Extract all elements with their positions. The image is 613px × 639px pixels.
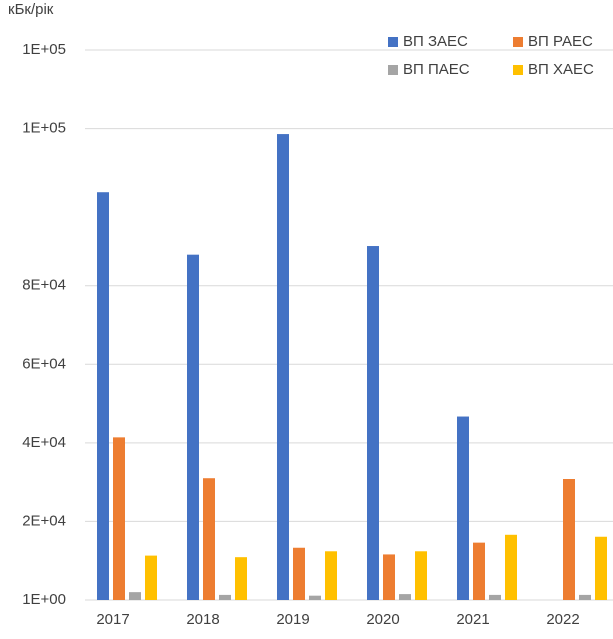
legend-label: ВП ХАЕС <box>528 61 594 78</box>
y-axis-unit: кБк/рік <box>8 1 54 18</box>
x-tick-label: 2019 <box>276 611 309 628</box>
bar <box>383 554 395 600</box>
bar <box>457 416 469 600</box>
bar <box>113 437 125 600</box>
bar <box>399 594 411 600</box>
bar <box>309 595 321 600</box>
legend-label: ВП ЗАЕС <box>403 33 468 50</box>
legend-label: ВП ПАЕС <box>403 61 470 78</box>
bar <box>563 479 575 600</box>
bar <box>367 246 379 601</box>
y-tick-label: 2E+04 <box>22 512 66 529</box>
x-tick-label: 2020 <box>366 611 399 628</box>
bar <box>97 192 109 600</box>
bar <box>415 551 427 600</box>
y-tick-label: 8E+04 <box>22 277 66 294</box>
y-tick-label: 6E+04 <box>22 355 66 372</box>
bar <box>187 254 199 600</box>
legend-swatch <box>388 65 398 75</box>
legend-label: ВП РАЕС <box>528 33 593 50</box>
bar <box>579 594 591 600</box>
legend-swatch <box>388 37 398 47</box>
bar <box>235 557 247 600</box>
bar <box>325 551 337 600</box>
bar <box>277 134 289 601</box>
y-tick-label: 1E+05 <box>22 41 66 58</box>
bar <box>595 536 607 600</box>
x-tick-label: 2018 <box>186 611 219 628</box>
bar <box>203 478 215 600</box>
bar <box>473 542 485 600</box>
legend-swatch <box>513 37 523 47</box>
x-tick-label: 2017 <box>96 611 129 628</box>
x-tick-label: 2022 <box>546 611 579 628</box>
legend-swatch <box>513 65 523 75</box>
bar <box>489 594 501 600</box>
y-tick-label: 4E+04 <box>22 434 66 451</box>
y-tick-label: 1E+05 <box>22 120 66 137</box>
x-tick-label: 2021 <box>456 611 489 628</box>
bar <box>293 547 305 600</box>
bar <box>505 534 517 600</box>
y-tick-label: 1E+00 <box>22 591 66 608</box>
bar <box>145 555 157 600</box>
bar <box>129 592 141 600</box>
bar <box>219 594 231 600</box>
